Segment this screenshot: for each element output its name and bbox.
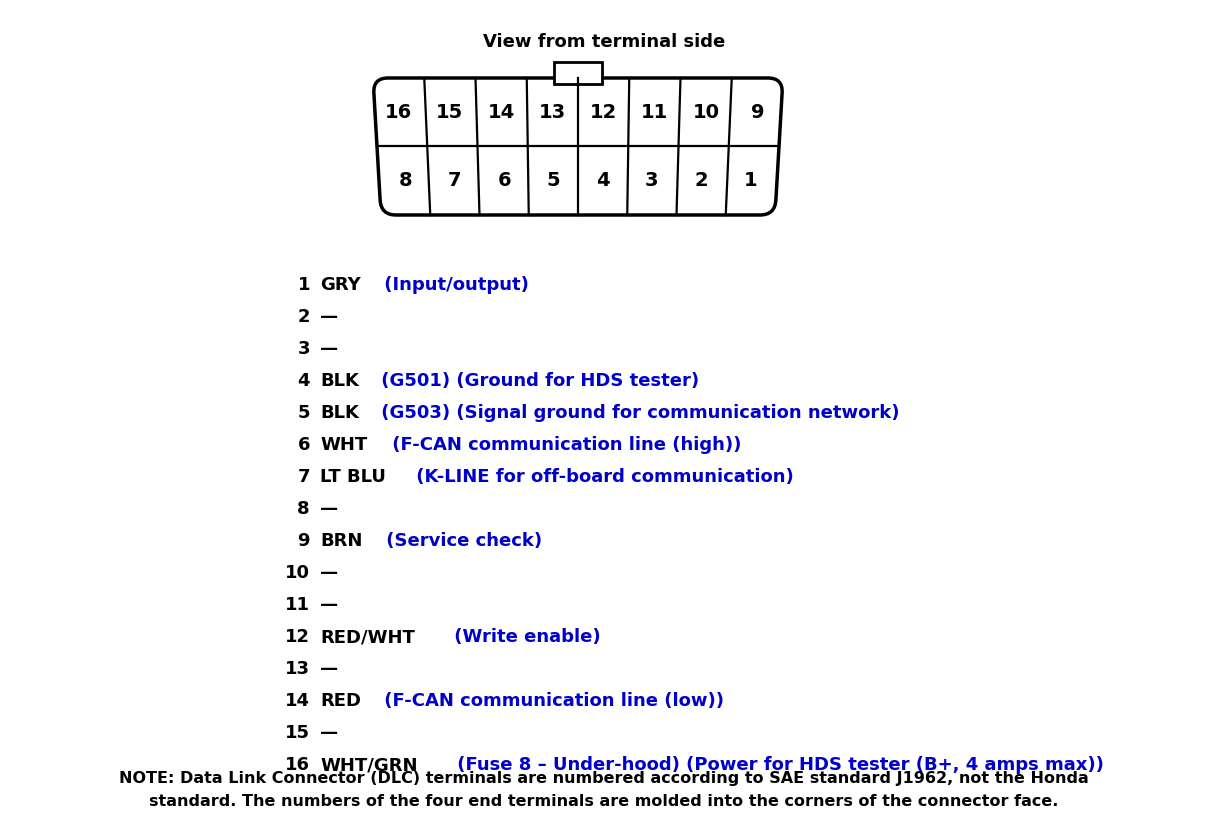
Text: BLK: BLK bbox=[320, 372, 359, 390]
Text: 11: 11 bbox=[285, 596, 310, 614]
Text: 16: 16 bbox=[385, 103, 412, 122]
Text: (G503) (Signal ground for communication network): (G503) (Signal ground for communication … bbox=[376, 404, 900, 422]
Text: 6: 6 bbox=[297, 436, 310, 454]
Text: 2: 2 bbox=[695, 171, 708, 190]
Text: (K-LINE for off-board communication): (K-LINE for off-board communication) bbox=[411, 468, 794, 486]
Text: 13: 13 bbox=[539, 103, 565, 122]
Text: —: — bbox=[320, 308, 338, 326]
Text: NOTE: Data Link Connector (DLC) terminals are numbered according to SAE standard: NOTE: Data Link Connector (DLC) terminal… bbox=[120, 771, 1088, 808]
Text: GRY: GRY bbox=[320, 276, 361, 294]
Text: 3: 3 bbox=[297, 340, 310, 358]
Text: WHT/GRN: WHT/GRN bbox=[320, 756, 418, 774]
Text: 11: 11 bbox=[641, 103, 668, 122]
Text: 7: 7 bbox=[448, 171, 461, 190]
Text: 12: 12 bbox=[590, 103, 617, 122]
Text: —: — bbox=[320, 596, 338, 614]
Text: 1: 1 bbox=[744, 171, 757, 190]
PathPatch shape bbox=[373, 78, 782, 215]
Text: 5: 5 bbox=[297, 404, 310, 422]
Text: 2: 2 bbox=[297, 308, 310, 326]
Text: 3: 3 bbox=[645, 171, 658, 190]
Text: 6: 6 bbox=[498, 171, 511, 190]
Text: RED/WHT: RED/WHT bbox=[320, 628, 414, 646]
Text: 13: 13 bbox=[285, 660, 310, 678]
Text: —: — bbox=[320, 724, 338, 742]
Text: —: — bbox=[320, 660, 338, 678]
Text: (F-CAN communication line (high)): (F-CAN communication line (high)) bbox=[387, 436, 742, 454]
Text: 12: 12 bbox=[285, 628, 310, 646]
Text: (F-CAN communication line (low)): (F-CAN communication line (low)) bbox=[378, 692, 724, 710]
Text: (Write enable): (Write enable) bbox=[448, 628, 600, 646]
Text: View from terminal side: View from terminal side bbox=[483, 33, 725, 51]
Text: (Fuse 8 – Under-hood) (Power for HDS tester (B+, 4 amps max)): (Fuse 8 – Under-hood) (Power for HDS tes… bbox=[451, 756, 1104, 774]
Text: WHT: WHT bbox=[320, 436, 367, 454]
Text: BRN: BRN bbox=[320, 532, 362, 550]
Text: 1: 1 bbox=[297, 276, 310, 294]
Text: 10: 10 bbox=[692, 103, 720, 122]
Text: 14: 14 bbox=[488, 103, 515, 122]
Text: 9: 9 bbox=[750, 103, 765, 122]
Text: LT BLU: LT BLU bbox=[320, 468, 385, 486]
Text: (G501) (Ground for HDS tester): (G501) (Ground for HDS tester) bbox=[376, 372, 699, 390]
Text: 10: 10 bbox=[285, 564, 310, 582]
Text: (Input/output): (Input/output) bbox=[378, 276, 529, 294]
Text: 4: 4 bbox=[596, 171, 610, 190]
Text: 4: 4 bbox=[297, 372, 310, 390]
Text: 8: 8 bbox=[297, 500, 310, 518]
Text: —: — bbox=[320, 500, 338, 518]
Text: 15: 15 bbox=[436, 103, 464, 122]
Text: 8: 8 bbox=[399, 171, 412, 190]
Text: 14: 14 bbox=[285, 692, 310, 710]
Text: —: — bbox=[320, 564, 338, 582]
Text: (Service check): (Service check) bbox=[379, 532, 542, 550]
Text: —: — bbox=[320, 340, 338, 358]
Text: 5: 5 bbox=[546, 171, 561, 190]
Text: RED: RED bbox=[320, 692, 361, 710]
Bar bbox=[554, 62, 602, 84]
Text: 9: 9 bbox=[297, 532, 310, 550]
Text: 15: 15 bbox=[285, 724, 310, 742]
Text: 16: 16 bbox=[285, 756, 310, 774]
Text: BLK: BLK bbox=[320, 404, 359, 422]
Text: 7: 7 bbox=[297, 468, 310, 486]
